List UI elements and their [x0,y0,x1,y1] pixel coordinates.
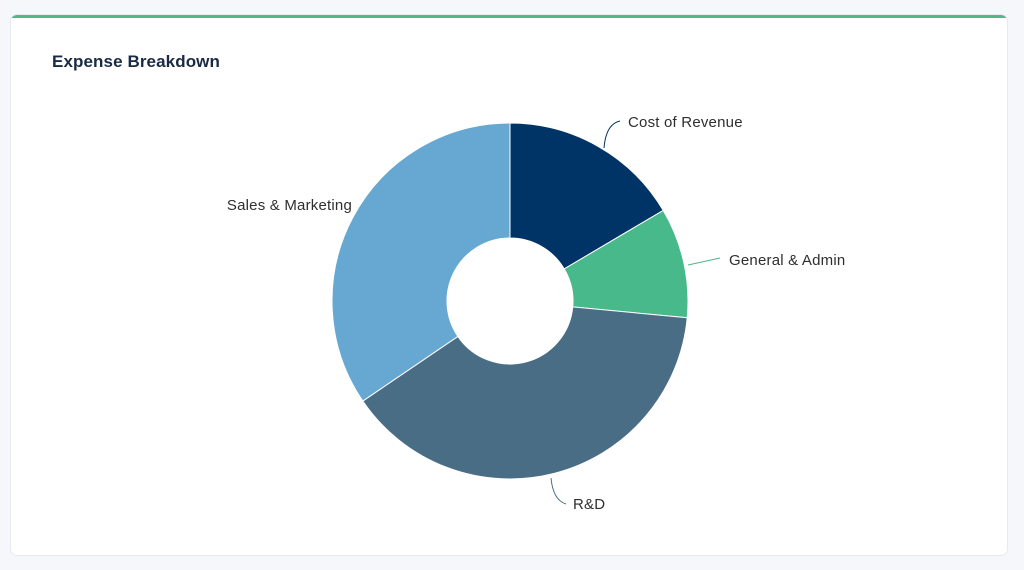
leader-line-general-and-admin [687,257,721,266]
slice-general-and-admin[interactable] [563,209,689,319]
card-title: Expense Breakdown [52,52,220,71]
slice-label-general-and-admin: General & Admin [729,252,845,269]
slice-label-randd: R&D [573,496,605,513]
leader-line-cost-of-revenue [603,120,621,149]
expense-breakdown-card: Expense Breakdown Cost of Revenue General… [11,15,1007,555]
expense-donut-chart: Cost of Revenue General & Admin R&D Sales &… [227,114,845,513]
label-leader-lines [550,120,721,505]
slice-sales-and-marketing[interactable] [331,122,511,402]
slice-cost-of-revenue[interactable] [509,122,664,270]
slice-labels: Cost of Revenue General & Admin R&D Sales &… [227,114,845,513]
card-accent-bar [11,15,1007,18]
slice-randd[interactable] [362,306,688,480]
slice-label-sales-and-marketing: Sales & Marketing [227,197,352,214]
slice-label-cost-of-revenue: Cost of Revenue [628,114,743,131]
leader-line-randd [550,477,567,505]
donut-slices [331,122,689,480]
